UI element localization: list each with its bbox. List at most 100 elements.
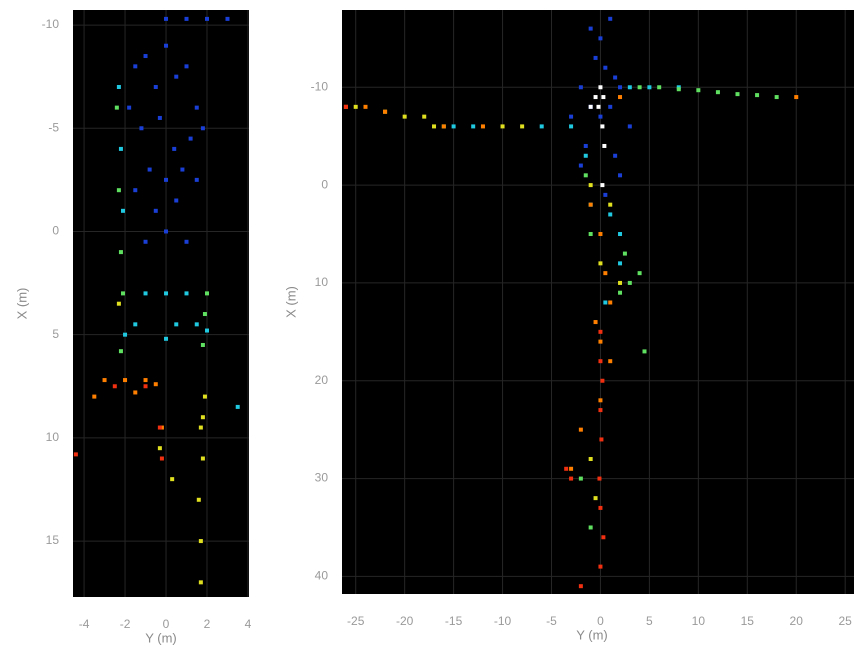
- point: [117, 85, 121, 89]
- point: [755, 93, 759, 97]
- y-tick-label: 20: [315, 373, 329, 387]
- x-tick-label: 15: [741, 614, 755, 628]
- x-tick-label: -2: [120, 617, 131, 631]
- x-axis-label: Y (m): [576, 627, 608, 642]
- point: [569, 477, 573, 481]
- point: [236, 405, 240, 409]
- point: [174, 322, 178, 326]
- point: [600, 379, 604, 383]
- point: [643, 349, 647, 353]
- point: [164, 44, 168, 48]
- point: [119, 147, 123, 151]
- x-tick-label: 0: [597, 614, 604, 628]
- point: [601, 535, 605, 539]
- point: [601, 95, 605, 99]
- point: [432, 124, 436, 128]
- point: [598, 506, 602, 510]
- point: [185, 291, 189, 295]
- point: [628, 281, 632, 285]
- point: [442, 124, 446, 128]
- point: [103, 378, 107, 382]
- y-tick-label: 15: [46, 533, 60, 547]
- x-tick-label: -5: [546, 614, 557, 628]
- point: [589, 203, 593, 207]
- y-tick-label: 0: [321, 177, 328, 191]
- point: [144, 378, 148, 382]
- point: [383, 110, 387, 114]
- point: [160, 457, 164, 461]
- point: [344, 105, 348, 109]
- point: [185, 240, 189, 244]
- point: [481, 124, 485, 128]
- point: [600, 183, 604, 187]
- point: [144, 291, 148, 295]
- point: [201, 126, 205, 130]
- point: [569, 467, 573, 471]
- point: [205, 17, 209, 21]
- point: [618, 261, 622, 265]
- point: [794, 95, 798, 99]
- point: [589, 27, 593, 31]
- point: [598, 85, 602, 89]
- point: [354, 105, 358, 109]
- point: [618, 173, 622, 177]
- x-tick-label: -15: [445, 614, 463, 628]
- page: {"chart_data": [ {"type": "scatter", "xl…: [0, 0, 854, 652]
- point: [598, 359, 602, 363]
- point: [115, 106, 119, 110]
- point: [603, 66, 607, 70]
- point: [185, 64, 189, 68]
- point: [589, 183, 593, 187]
- point: [628, 85, 632, 89]
- point: [170, 477, 174, 481]
- point: [164, 178, 168, 182]
- point: [158, 426, 162, 430]
- point: [736, 92, 740, 96]
- y-tick-label: 30: [315, 471, 329, 485]
- point: [598, 408, 602, 412]
- point: [598, 261, 602, 265]
- point: [598, 330, 602, 334]
- point: [205, 291, 209, 295]
- point: [598, 340, 602, 344]
- point: [602, 144, 606, 148]
- point: [594, 320, 598, 324]
- point: [203, 395, 207, 399]
- point: [579, 85, 583, 89]
- point: [594, 56, 598, 60]
- point: [164, 291, 168, 295]
- point: [594, 95, 598, 99]
- point: [579, 477, 583, 481]
- point: [199, 426, 203, 430]
- point: [117, 188, 121, 192]
- point: [363, 105, 367, 109]
- x-tick-label: 4: [245, 617, 252, 631]
- point: [618, 232, 622, 236]
- point: [174, 75, 178, 79]
- point: [628, 124, 632, 128]
- point: [598, 232, 602, 236]
- point: [154, 85, 158, 89]
- point: [589, 457, 593, 461]
- y-tick-label: -10: [42, 17, 60, 31]
- point: [199, 539, 203, 543]
- point: [139, 126, 143, 130]
- point: [180, 168, 184, 172]
- point: [201, 457, 205, 461]
- point: [203, 312, 207, 316]
- point: [584, 154, 588, 158]
- point: [598, 115, 602, 119]
- point: [608, 212, 612, 216]
- point: [608, 17, 612, 21]
- point: [647, 85, 651, 89]
- point: [225, 17, 229, 21]
- point: [598, 398, 602, 402]
- y-tick-label: -10: [311, 79, 329, 93]
- point: [471, 124, 475, 128]
- y-tick-label: 10: [46, 430, 60, 444]
- point: [579, 164, 583, 168]
- point: [618, 291, 622, 295]
- point: [520, 124, 524, 128]
- point: [121, 209, 125, 213]
- point: [174, 199, 178, 203]
